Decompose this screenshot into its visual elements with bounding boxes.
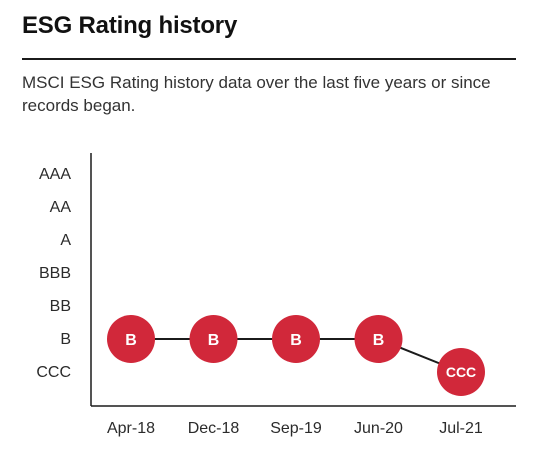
rating-point	[189, 315, 238, 363]
y-tick-label: CCC	[36, 364, 71, 381]
y-tick-label: AAA	[39, 166, 71, 183]
y-tick-label: AA	[50, 199, 72, 216]
rating-point	[437, 348, 485, 396]
rating-point	[272, 315, 320, 363]
rating-point-label: B	[290, 332, 302, 349]
y-tick-label: BB	[50, 298, 71, 315]
rating-point-label: B	[125, 332, 137, 349]
chart-subtitle: MSCI ESG Rating history data over the la…	[22, 73, 491, 115]
page-title: ESG Rating history	[22, 12, 238, 39]
rating-point-label: B	[208, 332, 220, 349]
x-tick-label: Jul-21	[439, 420, 483, 437]
rating-point-label: B	[373, 332, 385, 349]
x-tick-label: Sep-19	[270, 420, 322, 437]
y-tick-label: BBB	[39, 265, 71, 282]
rating-point-label: CCC	[446, 364, 476, 380]
x-tick-label: Dec-18	[188, 420, 240, 437]
rating-point	[354, 315, 403, 363]
rating-point	[107, 315, 155, 363]
y-tick-label: A	[60, 232, 71, 249]
title-divider	[22, 58, 516, 60]
x-tick-label: Jun-20	[354, 420, 403, 437]
x-tick-label: Apr-18	[107, 420, 155, 437]
y-tick-label: B	[60, 331, 71, 348]
